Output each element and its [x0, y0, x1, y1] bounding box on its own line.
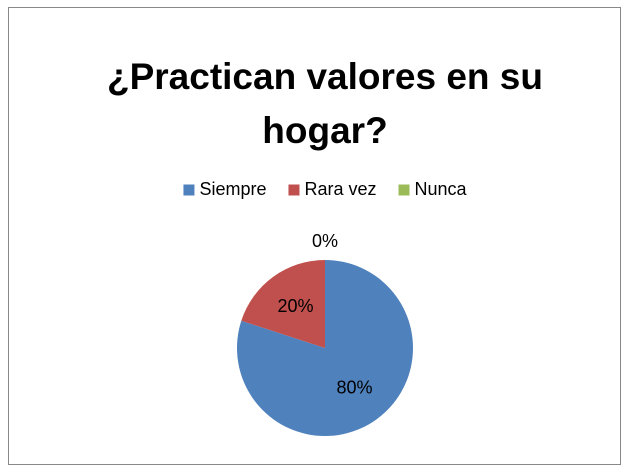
legend-swatch: [398, 184, 410, 196]
data-label: 0%: [312, 231, 338, 251]
legend-label: Rara vez: [304, 179, 376, 199]
data-label: 20%: [278, 296, 314, 316]
pie-slice: [237, 260, 414, 437]
pie-slice: [241, 260, 325, 348]
chart-title: ¿Practican valores en su hogar?: [107, 56, 543, 151]
legend-swatch: [183, 184, 195, 196]
legend-label: Nunca: [415, 179, 468, 199]
legend-swatch: [288, 184, 300, 196]
chart-border: [8, 7, 621, 465]
legend-label: Siempre: [199, 179, 266, 199]
data-label: 80%: [336, 377, 372, 397]
